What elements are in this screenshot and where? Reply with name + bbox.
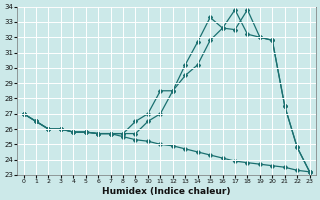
X-axis label: Humidex (Indice chaleur): Humidex (Indice chaleur) (102, 187, 231, 196)
